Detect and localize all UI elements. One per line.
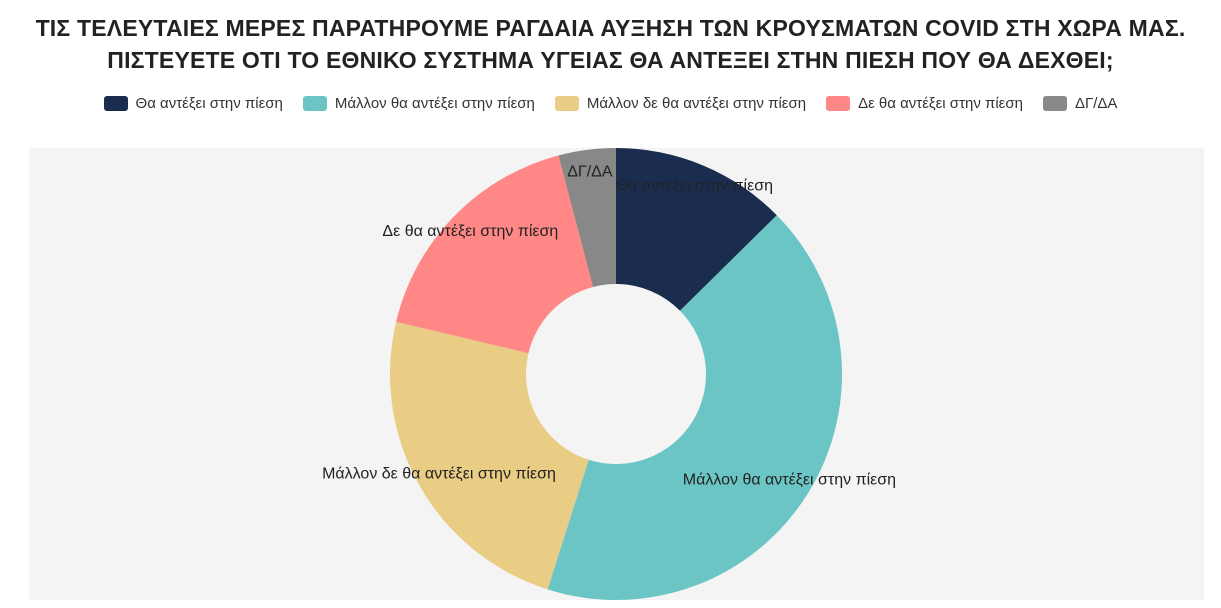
- slice-label-4: ΔΓ/ΔΑ: [567, 164, 613, 181]
- slice-label-2: Μάλλον δε θα αντέξει στην πίεση: [322, 465, 556, 482]
- chart-title: ΤΙΣ ΤΕΛΕΥΤΑΙΕΣ ΜΕΡΕΣ ΠΑΡΑΤΗΡΟΥΜΕ ΡΑΓΔΑΙΑ…: [0, 12, 1221, 76]
- chart-legend: Θα αντέξει στην πίεση Μάλλον θα αντέξει …: [0, 95, 1221, 112]
- legend-label-3: Δε θα αντέξει στην πίεση: [858, 95, 1023, 112]
- slice-3[interactable]: [396, 155, 594, 354]
- legend-item-4[interactable]: ΔΓ/ΔΑ: [1042, 95, 1118, 112]
- legend-item-2[interactable]: Μάλλον δε θα αντέξει στην πίεση: [554, 95, 807, 112]
- slice-2[interactable]: [390, 321, 589, 590]
- slice-1[interactable]: [547, 215, 842, 600]
- legend-item-3[interactable]: Δε θα αντέξει στην πίεση: [826, 95, 1023, 112]
- slice-label-0: Θα αντέξει στην πίεση: [616, 178, 773, 195]
- legend-label-0: Θα αντέξει στην πίεση: [135, 95, 283, 112]
- slice-0[interactable]: [616, 148, 777, 311]
- plot-area: Θα αντέξει στην πίεση Μάλλον θα αντέξει σ…: [29, 148, 1204, 600]
- legend-label-2: Μάλλον δε θα αντέξει στην πίεση: [586, 95, 807, 112]
- slice-4[interactable]: [558, 148, 616, 287]
- legend-swatch-4: [1042, 96, 1067, 111]
- slice-label-3: Δε θα αντέξει στην πίεση: [382, 223, 558, 240]
- chart-title-line-1: ΤΙΣ ΤΕΛΕΥΤΑΙΕΣ ΜΕΡΕΣ ΠΑΡΑΤΗΡΟΥΜΕ ΡΑΓΔΑΙΑ…: [35, 15, 1186, 41]
- legend-swatch-3: [826, 96, 851, 111]
- legend-item-0[interactable]: Θα αντέξει στην πίεση: [103, 95, 283, 112]
- legend-swatch-1: [302, 96, 327, 111]
- legend-swatch-2: [554, 96, 579, 111]
- legend-label-4: ΔΓ/ΔΑ: [1074, 95, 1118, 112]
- slice-label-1: Μάλλον θα αντέξει στην πίεση: [683, 471, 896, 488]
- legend-swatch-0: [103, 96, 128, 111]
- legend-item-1[interactable]: Μάλλον θα αντέξει στην πίεση: [302, 95, 535, 112]
- chart-title-line-2: ΠΙΣΤΕΥΕΤΕ ΟΤΙ ΤΟ ΕΘΝΙΚΟ ΣΥΣΤΗΜΑ ΥΓΕΙΑΣ Θ…: [107, 47, 1114, 73]
- doughnut-chart: Θα αντέξει στην πίεση Μάλλον θα αντέξει σ…: [322, 148, 896, 600]
- legend-label-1: Μάλλον θα αντέξει στην πίεση: [334, 95, 535, 112]
